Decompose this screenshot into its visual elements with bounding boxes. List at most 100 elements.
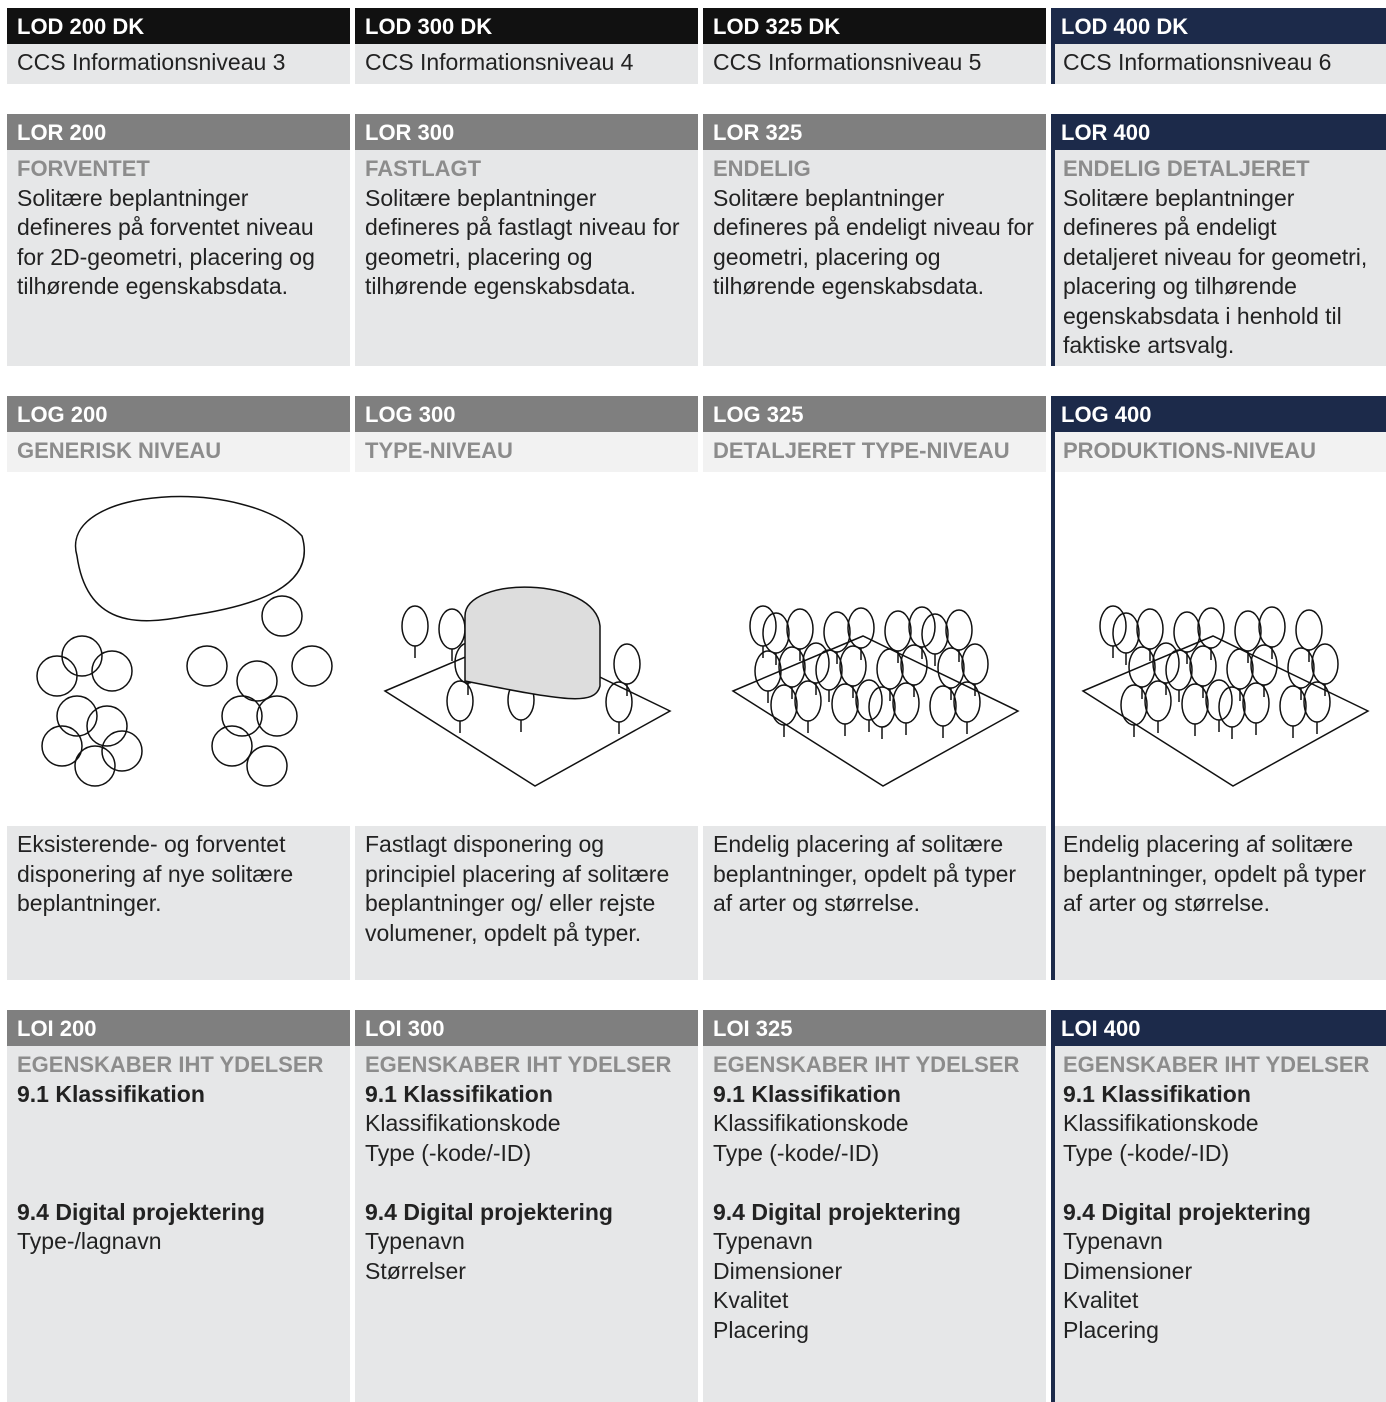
lod-header: LOD 300 DK [355, 8, 698, 44]
loi-header: LOI 300 [355, 1010, 698, 1046]
log-header: LOG 400 [1051, 396, 1386, 432]
drawing [1311, 642, 1339, 685]
heading: 9.4 Digital projektering [365, 1198, 613, 1225]
header: LOI 200 [17, 1016, 97, 1041]
drawing [236, 659, 278, 702]
log-figure: TYPE-NIVEAU [355, 432, 698, 826]
log-figure: PRODUKTIONS-NIVEAU [1051, 432, 1386, 826]
item: Klassifikationskode [365, 1110, 561, 1136]
drawing [762, 611, 790, 654]
drawing [1081, 634, 1370, 787]
subtitle: EGENSKABER IHT YDELSER [1063, 1052, 1370, 1077]
drawing [794, 679, 822, 722]
drawing [246, 744, 288, 787]
drawing [41, 724, 83, 767]
drawing [1279, 684, 1307, 727]
loi-header: LOI 325 [703, 1010, 1046, 1046]
drawing [464, 585, 601, 699]
drawing [256, 694, 298, 737]
drawing [1144, 679, 1172, 722]
drawing [823, 610, 851, 653]
group: 9.4 Digital projektering Type-/lagnavn [17, 1198, 340, 1257]
subtitle: PRODUKTIONS-NIVEAU [1063, 438, 1317, 463]
item: Type-/lagnavn [17, 1228, 162, 1254]
drawing [876, 647, 904, 690]
lod-header: LOD 200 DK [7, 8, 350, 44]
item: Dimensioner [1063, 1257, 1193, 1284]
drawing [1128, 645, 1156, 688]
lod-header: LOD 400 DK [1051, 8, 1386, 44]
drawing [56, 694, 98, 737]
drawing [815, 648, 843, 691]
lor-body: ENDELIG Solitære beplantninger defineres … [703, 150, 1046, 366]
loi-body: EGENSKABER IHT YDELSER 9.1 Klassifikation… [703, 1046, 1046, 1402]
log-caption: Eksisterende- og forventet disponering a… [7, 826, 350, 980]
group: 9.1 Klassifikation Klassifikationskode Typ… [365, 1080, 688, 1198]
subtitle: FASTLAGT [365, 156, 482, 181]
header: LOG 300 [365, 402, 456, 427]
drawing [36, 654, 78, 697]
item: Typenavn [713, 1228, 813, 1254]
item: Klassifikationskode [1063, 1110, 1259, 1136]
header: LOD 400 DK [1061, 14, 1189, 39]
drawing [884, 609, 912, 652]
log-figure: GENERISK NIVEAU [7, 432, 350, 826]
drawing [74, 495, 305, 621]
item: Type (-kode/-ID) [713, 1139, 880, 1166]
heading: 9.1 Klassifikation [17, 1080, 205, 1107]
heading: 9.4 Digital projektering [1063, 1198, 1311, 1225]
header: LOD 325 DK [713, 14, 841, 39]
text: CCS Informationsniveau 3 [17, 49, 286, 75]
text: Solitære beplantninger defineres på forv… [17, 184, 315, 300]
drawing [211, 724, 253, 767]
subtitle: ENDELIG [713, 156, 811, 181]
drawing [1226, 647, 1254, 690]
item: Kvalitet [1063, 1287, 1139, 1313]
subtitle: ENDELIG DETALJERET [1063, 156, 1310, 181]
subtitle: EGENSKABER IHT YDELSER [17, 1052, 324, 1077]
drawing [1099, 604, 1127, 647]
drawing [1234, 609, 1262, 652]
drawing [778, 645, 806, 688]
header: LOD 300 DK [365, 14, 493, 39]
lod-body: CCS Informationsniveau 4 [355, 44, 698, 84]
lor-body: FORVENTET Solitære beplantninger definere… [7, 150, 350, 366]
drawing [937, 646, 965, 689]
item: Placering [713, 1316, 809, 1343]
drawing [1218, 685, 1246, 728]
lor-header: LOR 200 [7, 114, 350, 150]
illustration [383, 585, 672, 787]
log-header: LOG 200 [7, 396, 350, 432]
text: Endelig placering af solitære beplantnin… [713, 831, 1017, 916]
item: Størrelser [365, 1257, 466, 1284]
drawing [221, 694, 263, 737]
header: LOG 400 [1061, 402, 1152, 427]
header: LOD 200 DK [17, 14, 145, 39]
subtitle: TYPE-NIVEAU [365, 438, 513, 463]
loi-body: EGENSKABER IHT YDELSER 9.1 Klassifikation… [355, 1046, 698, 1402]
header: LOI 300 [365, 1016, 445, 1041]
item: Dimensioner [713, 1257, 843, 1284]
illustration [1081, 604, 1370, 787]
item: Typenavn [1063, 1228, 1163, 1254]
drawing [754, 649, 782, 692]
drawing [908, 605, 936, 648]
heading: 9.1 Klassifikation [365, 1080, 553, 1107]
lod-body: CCS Informationsniveau 3 [7, 44, 350, 84]
group: 9.1 Klassifikation [17, 1080, 340, 1198]
loi-body: EGENSKABER IHT YDELSER 9.1 Klassifikation… [7, 1046, 350, 1402]
subtitle: EGENSKABER IHT YDELSER [365, 1052, 672, 1077]
heading: 9.4 Digital projektering [17, 1198, 265, 1225]
drawing [1189, 644, 1217, 687]
header: LOR 400 [1061, 120, 1151, 145]
drawing [401, 604, 429, 647]
drawing [438, 607, 466, 650]
drawing [101, 729, 143, 772]
group: 9.4 Digital projektering Typenavn Størrels… [365, 1198, 688, 1287]
lor-header: LOR 400 [1051, 114, 1386, 150]
heading: 9.1 Klassifikation [713, 1080, 901, 1107]
drawing [1287, 646, 1315, 689]
drawing [605, 680, 633, 723]
drawing [929, 684, 957, 727]
log-header: LOG 300 [355, 396, 698, 432]
